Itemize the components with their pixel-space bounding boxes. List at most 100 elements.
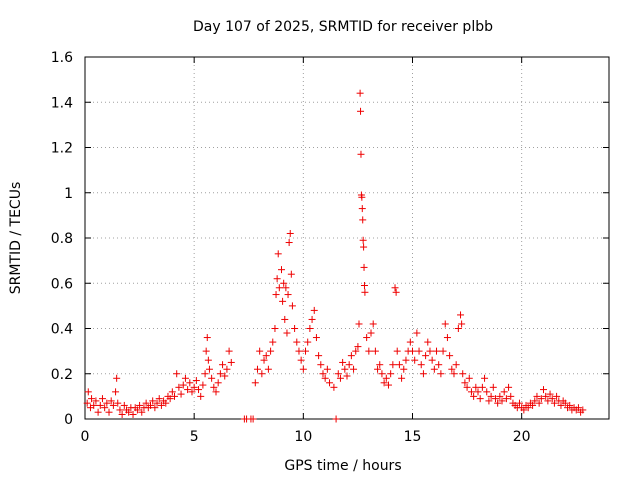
data-point <box>474 388 482 396</box>
data-point <box>566 401 574 409</box>
data-point <box>269 338 277 346</box>
data-point <box>483 388 491 396</box>
data-point <box>459 370 467 378</box>
data-point <box>424 338 432 346</box>
data-point <box>579 406 587 414</box>
data-point <box>190 383 198 391</box>
data-point <box>173 370 181 378</box>
data-point <box>286 229 294 237</box>
data-point <box>467 388 475 396</box>
data-point <box>360 243 368 251</box>
data-point <box>374 365 382 373</box>
data-point <box>491 395 499 403</box>
y-tick-label: 0.8 <box>51 231 73 247</box>
data-point <box>216 370 224 378</box>
data-point <box>133 406 141 414</box>
data-point <box>88 395 96 403</box>
data-point <box>302 347 310 355</box>
data-point <box>199 381 207 389</box>
data-point <box>496 392 504 400</box>
data-point <box>550 399 558 407</box>
data-point <box>463 383 471 391</box>
data-point <box>310 306 318 314</box>
data-point <box>470 392 478 400</box>
data-point <box>437 370 445 378</box>
data-point <box>323 365 331 373</box>
data-point <box>359 236 367 244</box>
data-point <box>251 379 259 387</box>
data-point <box>281 315 289 323</box>
data-point <box>382 374 390 382</box>
data-point <box>120 401 128 409</box>
data-point <box>210 383 218 391</box>
data-point <box>283 329 291 337</box>
data-point <box>107 397 115 405</box>
data-point <box>258 370 266 378</box>
data-points <box>83 89 587 423</box>
data-point <box>452 361 460 369</box>
data-point <box>476 395 484 403</box>
data-point <box>272 291 280 299</box>
data-point <box>205 365 213 373</box>
data-point <box>489 383 497 391</box>
data-point <box>291 325 299 332</box>
data-point <box>478 383 486 391</box>
data-point <box>273 275 281 283</box>
data-point <box>435 361 443 369</box>
data-point <box>426 347 434 355</box>
data-point <box>306 325 314 332</box>
data-point <box>384 381 392 389</box>
data-point <box>184 386 192 394</box>
data-point <box>188 388 196 396</box>
data-point <box>457 311 465 319</box>
data-point <box>494 399 502 407</box>
data-point <box>446 352 454 360</box>
data-point <box>411 356 419 364</box>
data-point <box>352 347 360 355</box>
data-point <box>297 356 305 364</box>
data-point <box>540 386 547 394</box>
data-point <box>402 356 410 364</box>
data-point <box>443 334 451 342</box>
data-point <box>326 379 334 387</box>
data-point <box>171 392 179 400</box>
data-point <box>363 334 371 342</box>
y-tick-label: 0.2 <box>51 367 73 383</box>
data-point <box>153 399 161 407</box>
data-point <box>319 370 327 378</box>
data-point <box>515 399 523 407</box>
data-point <box>157 401 165 409</box>
data-point <box>520 406 528 414</box>
data-point <box>395 361 403 369</box>
data-point <box>409 347 416 355</box>
data-point <box>419 370 427 378</box>
data-point <box>393 347 401 355</box>
data-point <box>253 365 261 373</box>
data-point <box>92 397 100 405</box>
data-point <box>339 358 347 366</box>
data-point <box>365 347 373 355</box>
data-point <box>537 395 545 403</box>
data-point <box>391 284 399 292</box>
data-point <box>487 392 495 400</box>
x-axis-label: GPS time / hours <box>284 458 401 474</box>
data-point <box>151 404 159 412</box>
data-point <box>274 250 282 258</box>
data-point <box>358 205 366 213</box>
data-point <box>376 361 384 369</box>
data-point <box>544 397 552 405</box>
data-point <box>557 401 565 409</box>
data-point <box>168 388 176 396</box>
data-point <box>392 288 400 296</box>
data-point <box>361 288 369 296</box>
data-point <box>112 388 120 396</box>
data-point <box>334 370 342 378</box>
data-point <box>84 388 92 396</box>
data-point <box>481 374 489 382</box>
x-tick-label: 5 <box>190 429 199 445</box>
data-point <box>415 347 423 355</box>
data-point <box>574 404 582 412</box>
data-point <box>155 395 163 403</box>
data-point <box>535 399 543 407</box>
